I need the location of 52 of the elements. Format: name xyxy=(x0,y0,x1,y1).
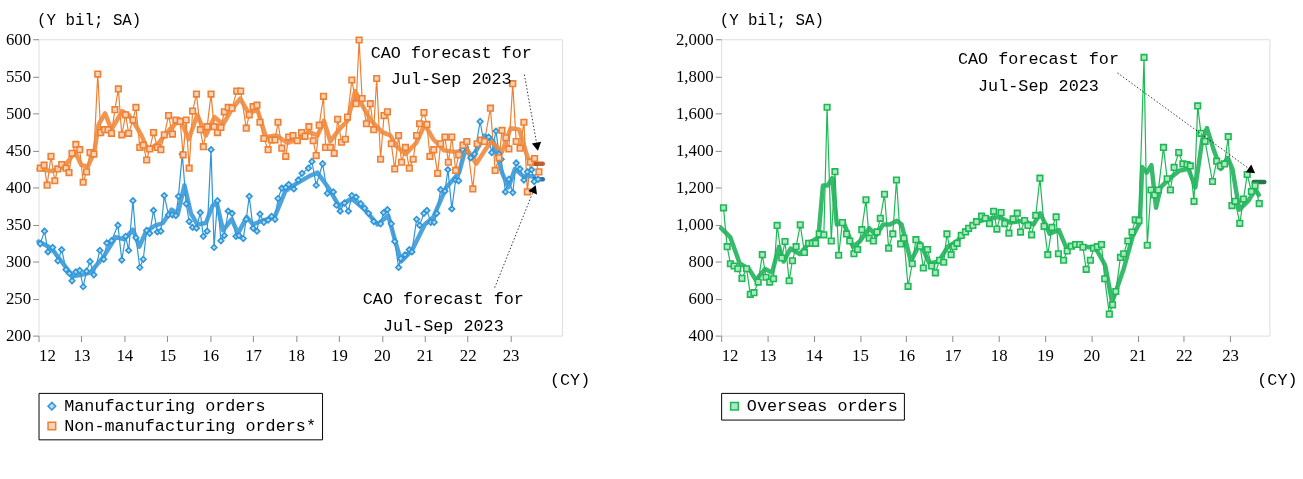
annotation: CAO forecast for Jul-Sep 2023 xyxy=(362,290,524,337)
x-tick-label: 12 xyxy=(721,345,739,365)
x-tick-label: 16 xyxy=(202,345,220,365)
y-tick-label: 400 xyxy=(688,326,714,346)
y-tick-label: 200 xyxy=(5,326,32,346)
x-tick-label: 14 xyxy=(116,345,134,365)
x-tick-label: 12 xyxy=(39,345,56,365)
y-tick-label: 1,800 xyxy=(675,66,714,86)
y-tick-label: 1,000 xyxy=(675,214,714,234)
y-tick-label: 1,200 xyxy=(675,177,714,197)
x-tick-label: 21 xyxy=(416,345,434,365)
x-tick-label: 16 xyxy=(898,345,916,365)
y-tick-label: 800 xyxy=(688,251,714,271)
x-tick-label: 17 xyxy=(944,345,962,365)
legend-label: Non-manufacturing orders* xyxy=(64,416,316,436)
x-tick-label: 23 xyxy=(1222,345,1239,365)
x-tick-label: 20 xyxy=(373,345,391,365)
annotation: CAO forecast for Jul-Sep 2023 xyxy=(370,43,532,90)
y-tick-label: 350 xyxy=(5,214,32,234)
x-tick-label: 17 xyxy=(245,345,262,365)
x-tick-label: 23 xyxy=(502,345,520,365)
x-tick-label: 15 xyxy=(852,345,869,365)
x-tick-label: 19 xyxy=(331,345,348,365)
x-axis-title: (CY) xyxy=(549,370,591,390)
x-axis-title: (CY) xyxy=(1257,370,1298,390)
x-tick-label: 22 xyxy=(1175,345,1193,365)
y-tick-label: 400 xyxy=(5,177,32,197)
x-tick-label: 13 xyxy=(759,345,777,365)
x-tick-label: 18 xyxy=(990,345,1008,365)
y-tick-label: 450 xyxy=(5,140,32,160)
x-tick-label: 14 xyxy=(805,345,824,365)
y-tick-label: 300 xyxy=(5,251,32,271)
x-tick-label: 19 xyxy=(1037,345,1054,365)
x-tick-label: 13 xyxy=(73,345,91,365)
legend-label: Overseas orders xyxy=(746,397,898,417)
y-tick-label: 500 xyxy=(5,103,32,123)
y-tick-label: 550 xyxy=(5,66,32,86)
x-tick-label: 21 xyxy=(1129,345,1147,365)
legend-label: Manufacturing orders xyxy=(64,397,266,417)
x-tick-label: 20 xyxy=(1083,345,1101,365)
y-tick-label: 600 xyxy=(688,289,714,308)
y-tick-label: 250 xyxy=(5,289,32,308)
y-tick-label: 1,400 xyxy=(675,140,714,160)
y-tick-label: 1,600 xyxy=(675,103,714,123)
y-axis-title: (Y bil; SA) xyxy=(37,11,142,30)
x-tick-label: 18 xyxy=(288,345,305,365)
y-axis-title: (Y bil; SA) xyxy=(719,11,824,30)
x-tick-label: 22 xyxy=(459,345,477,365)
x-tick-label: 15 xyxy=(159,345,177,365)
y-tick-label: 600 xyxy=(5,29,32,49)
annotation: CAO forecast for Jul-Sep 2023 xyxy=(957,50,1120,96)
y-tick-label: 2,000 xyxy=(675,29,714,49)
